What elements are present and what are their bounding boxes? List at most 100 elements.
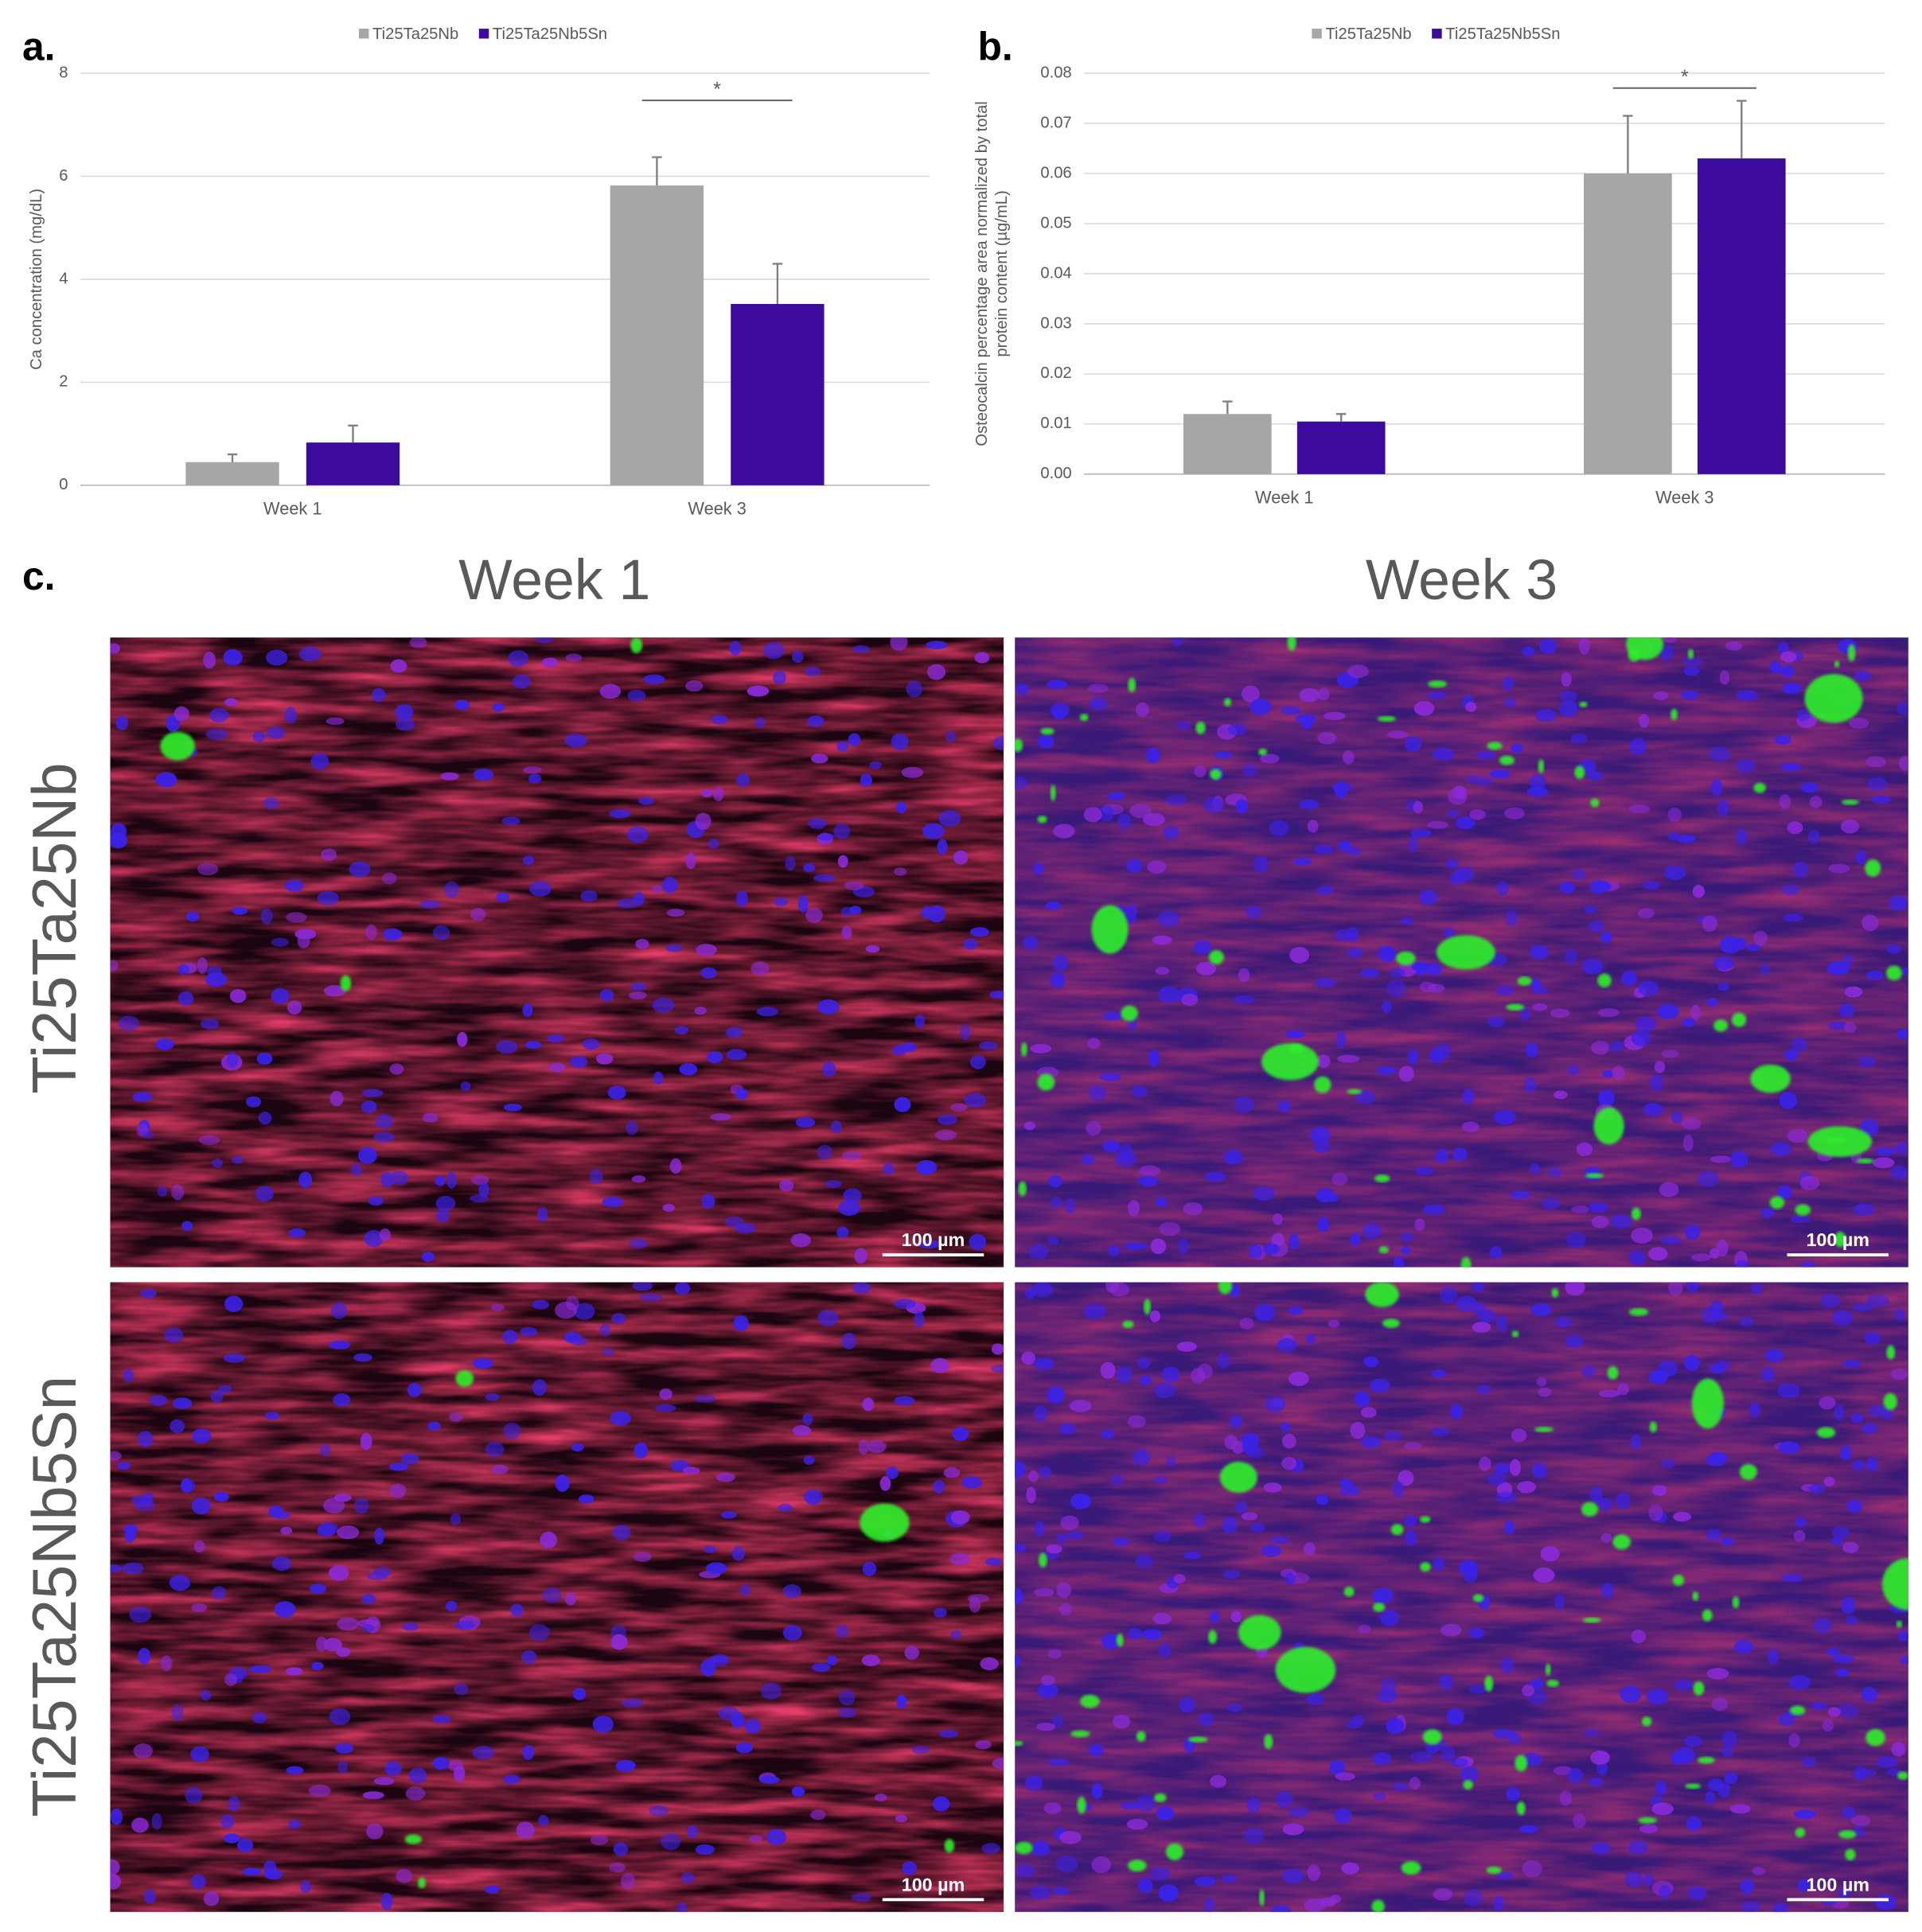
osteocalcin-spot bbox=[1534, 1427, 1554, 1432]
x-tick-label: Week 1 bbox=[1255, 488, 1313, 508]
nucleus bbox=[733, 1315, 749, 1331]
nucleus bbox=[756, 1007, 778, 1017]
nucleus bbox=[1116, 1366, 1133, 1384]
nucleus bbox=[132, 1092, 153, 1102]
nucleus bbox=[1705, 1791, 1715, 1805]
nucleus bbox=[197, 957, 208, 974]
nucleus bbox=[373, 1567, 392, 1577]
nucleus bbox=[790, 1233, 812, 1248]
nucleus bbox=[615, 1759, 636, 1772]
nucleus bbox=[1667, 808, 1682, 822]
nucleus bbox=[1862, 914, 1879, 931]
nucleus bbox=[110, 1564, 123, 1573]
nucleus bbox=[1446, 859, 1458, 870]
osteocalcin-spot bbox=[1427, 680, 1448, 687]
osteocalcin-spot bbox=[1136, 1731, 1146, 1742]
bar bbox=[610, 185, 704, 485]
nucleus bbox=[1083, 1303, 1106, 1319]
nucleus bbox=[228, 1796, 240, 1812]
nucleus bbox=[721, 1511, 737, 1519]
osteocalcin-spot bbox=[1223, 698, 1232, 707]
nucleus bbox=[1479, 1456, 1491, 1471]
nucleus bbox=[626, 1120, 638, 1135]
nucleus bbox=[599, 684, 622, 699]
nucleus bbox=[610, 1634, 628, 1650]
legend-label: Ti25Ta25Nb5Sn bbox=[1445, 25, 1560, 43]
nucleus bbox=[1414, 1217, 1425, 1231]
nucleus bbox=[375, 1113, 393, 1129]
nucleus bbox=[1784, 1049, 1798, 1061]
nucleus bbox=[754, 717, 766, 729]
nucleus bbox=[1682, 1134, 1694, 1152]
osteocalcin-spot bbox=[340, 975, 352, 991]
nucleus bbox=[1172, 637, 1183, 647]
nucleus bbox=[1780, 651, 1797, 663]
nucleus bbox=[1643, 1103, 1664, 1116]
nucleus bbox=[1362, 1223, 1382, 1240]
nucleus bbox=[1087, 684, 1109, 693]
nucleus bbox=[1597, 1089, 1616, 1107]
nucleus bbox=[635, 938, 649, 949]
nucleus bbox=[432, 1715, 451, 1724]
nucleus bbox=[388, 1463, 409, 1471]
nucleus bbox=[309, 1583, 326, 1594]
nucleus bbox=[1031, 1282, 1054, 1297]
nucleus bbox=[1706, 997, 1718, 1007]
nucleus bbox=[1900, 1655, 1908, 1665]
nucleus bbox=[599, 1323, 611, 1337]
osteocalcin-spot bbox=[418, 1877, 427, 1889]
nucleus bbox=[1809, 796, 1823, 808]
osteocalcin-spot bbox=[1691, 1378, 1724, 1429]
nucleus bbox=[1873, 1157, 1895, 1169]
nucleus bbox=[308, 1784, 331, 1798]
nucleus bbox=[1612, 1065, 1625, 1081]
nucleus bbox=[288, 1819, 301, 1829]
nucleus bbox=[1350, 1233, 1361, 1246]
nucleus bbox=[1901, 967, 1908, 976]
nucleus bbox=[232, 1155, 244, 1164]
osteocalcin-spot bbox=[1847, 644, 1856, 662]
nucleus bbox=[1117, 812, 1132, 830]
nucleus bbox=[627, 689, 646, 702]
nucleus bbox=[1139, 1165, 1160, 1177]
nucleus bbox=[123, 1524, 138, 1536]
osteocalcin-spot bbox=[1845, 1848, 1856, 1860]
nucleus bbox=[885, 1467, 899, 1479]
nucleus bbox=[906, 680, 922, 698]
nucleus bbox=[1713, 956, 1735, 970]
nucleus bbox=[258, 1111, 272, 1125]
osteocalcin-spot bbox=[1739, 1463, 1757, 1480]
nucleus bbox=[180, 1478, 196, 1493]
nucleus bbox=[1740, 1878, 1754, 1895]
nucleus bbox=[950, 1510, 970, 1525]
nucleus bbox=[1147, 860, 1167, 874]
nucleus bbox=[836, 1226, 849, 1239]
nucleus bbox=[373, 1777, 395, 1786]
nucleus bbox=[718, 1706, 740, 1720]
nucleus bbox=[747, 685, 770, 697]
nucleus bbox=[759, 1775, 780, 1784]
nucleus bbox=[1083, 807, 1102, 823]
nucleus bbox=[1661, 1459, 1674, 1468]
nucleus bbox=[841, 925, 852, 940]
nucleus bbox=[1316, 886, 1334, 895]
nucleus bbox=[1142, 1629, 1163, 1640]
nucleus bbox=[1060, 1515, 1079, 1530]
nucleus bbox=[245, 1096, 262, 1108]
nucleus bbox=[1109, 1474, 1125, 1486]
nucleus bbox=[1683, 1735, 1702, 1747]
nucleus bbox=[778, 1503, 793, 1513]
nucleus bbox=[1646, 1689, 1669, 1705]
nucleus bbox=[1037, 734, 1055, 749]
nucleus bbox=[1780, 664, 1795, 678]
nucleus bbox=[1851, 1460, 1865, 1471]
nucleus bbox=[122, 1562, 144, 1575]
nucleus bbox=[440, 772, 459, 781]
nucleus bbox=[1548, 1167, 1562, 1178]
nucleus bbox=[1310, 1127, 1331, 1144]
nucleus bbox=[1047, 1175, 1062, 1188]
nucleus bbox=[735, 890, 748, 907]
nucleus bbox=[1222, 1570, 1241, 1579]
nucleus bbox=[1643, 1873, 1655, 1887]
